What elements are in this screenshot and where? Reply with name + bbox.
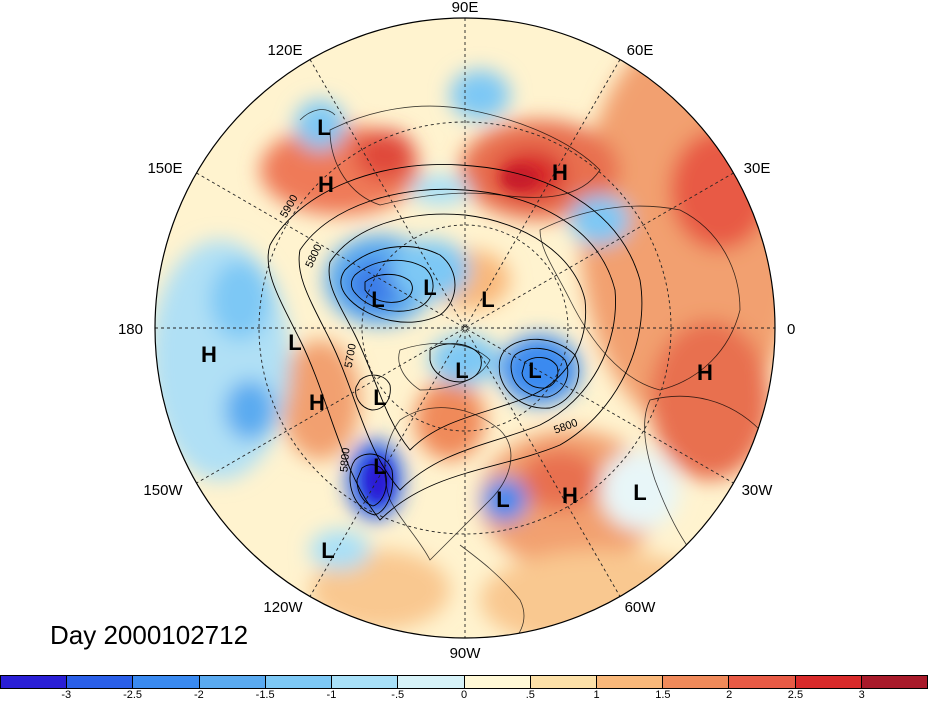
colorbar-swatch	[729, 676, 796, 688]
colorbar-tick-label: -2	[193, 689, 204, 701]
height-contours	[267, 164, 643, 521]
pressure-center-marker: H	[697, 360, 713, 385]
pressure-center-marker: L	[321, 538, 334, 563]
lon-label-90e: 90E	[452, 0, 479, 16]
pressure-center-marker: L	[528, 358, 541, 383]
colorbar-tick-label: -1.5	[255, 689, 275, 701]
pressure-center-marker: L	[288, 330, 301, 355]
pressure-center-marker: H	[201, 342, 217, 367]
lon-label-30e: 30E	[744, 160, 771, 177]
map-boundary	[154, 17, 776, 639]
colorbar-tick-label: -.5	[391, 689, 405, 701]
colorbar-tick-label: .5	[525, 689, 535, 701]
colorbar-tick-label: 2.5	[787, 689, 804, 701]
colorbar-swatch	[398, 676, 465, 688]
colorbar-tick-label: 0	[460, 689, 468, 701]
pressure-center-marker: L	[633, 480, 646, 505]
pressure-center-marker: H	[309, 390, 325, 415]
pressure-center-marker: L	[373, 454, 386, 479]
colorbar-swatch	[795, 676, 862, 688]
lon-label-60e: 60E	[627, 42, 654, 59]
pressure-center-marker: H	[318, 172, 334, 197]
pressure-center-marker: L	[496, 487, 509, 512]
colorbar-swatch	[332, 676, 399, 688]
coastlines	[299, 105, 763, 638]
lon-label-120w: 120W	[263, 599, 303, 616]
colorbar-swatch	[861, 676, 928, 688]
colorbar-tick-label: 3	[858, 689, 865, 701]
pressure-center-marker: L	[371, 287, 384, 312]
lon-label-30w: 30W	[742, 482, 774, 499]
contour-label: 5800	[338, 447, 352, 472]
colorbar-swatch	[1, 676, 68, 688]
longitude-labels: 90E 60E 30E 0 30W 60W 90W 120W 150W 180 …	[118, 0, 795, 662]
date-title: Day 2000102712	[50, 620, 249, 650]
pressure-center-marker: L	[423, 275, 436, 300]
graticule	[155, 18, 775, 638]
pressure-center-marker: H	[552, 160, 568, 185]
anomaly-field	[155, 18, 775, 638]
colorbar-swatch	[464, 676, 531, 688]
lon-label-90w: 90W	[450, 645, 482, 662]
colorbar-tick-label: 1	[593, 689, 600, 701]
colorbar-tick-label: -1	[326, 689, 337, 701]
colorbar-swatches	[0, 675, 928, 689]
pressure-centers: L H H H L L L L H L L L H L L H L L	[201, 115, 713, 563]
colorbar-tick-label: -2.5	[123, 689, 143, 701]
pressure-center-marker: L	[481, 287, 494, 312]
lon-label-150w: 150W	[143, 482, 183, 499]
colorbar: -3 -2.5 -2 -1.5 -1 -.5 0 .5 1 1.5 2 2.5 3	[0, 675, 928, 702]
colorbar-swatch	[133, 676, 200, 688]
pressure-center-marker: H	[562, 483, 578, 508]
colorbar-tick-label: 2	[726, 689, 733, 701]
lon-label-150e: 150E	[147, 160, 182, 177]
colorbar-swatch	[199, 676, 266, 688]
colorbar-swatch	[596, 676, 664, 688]
colorbar-swatch	[265, 676, 333, 688]
lon-label-60w: 60W	[625, 599, 657, 616]
lon-label-120e: 120E	[267, 42, 302, 59]
lon-label-0: 0	[787, 321, 795, 338]
colorbar-tick-label: -3	[61, 689, 72, 701]
pressure-center-marker: L	[455, 358, 468, 383]
colorbar-swatch	[67, 676, 134, 688]
colorbar-swatch	[663, 676, 730, 688]
contour-label: 5700	[343, 343, 359, 369]
lon-label-180: 180	[118, 321, 143, 338]
colorbar-swatch	[530, 676, 597, 688]
pressure-center-marker: L	[317, 115, 330, 140]
colorbar-tick-label: 1.5	[655, 689, 671, 701]
pressure-center-marker: L	[373, 385, 386, 410]
